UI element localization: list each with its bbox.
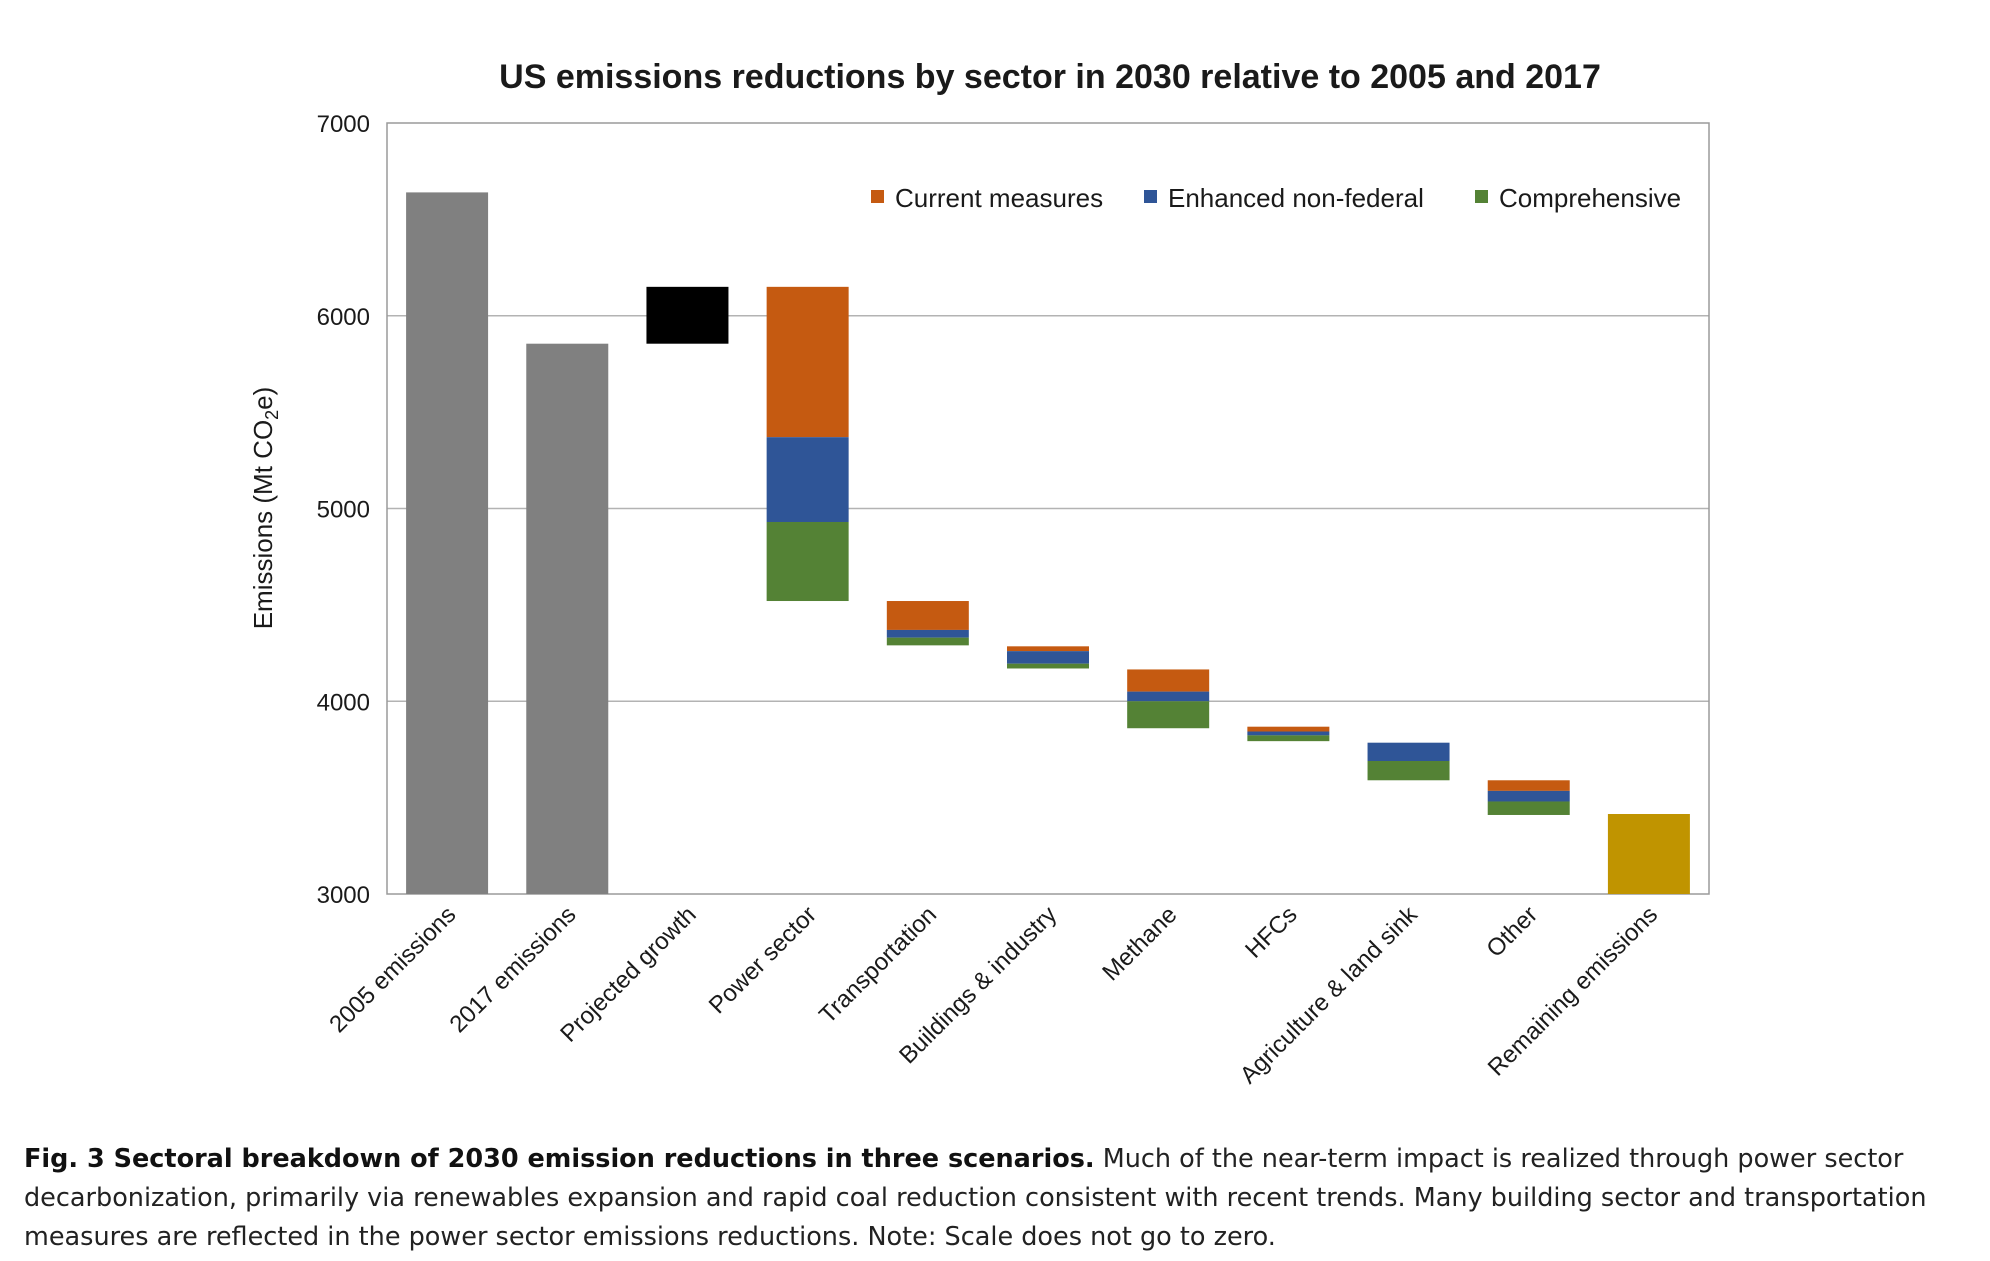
y-tick-label: 3000 [317, 882, 370, 909]
reduction-segment [1127, 701, 1210, 729]
legend-swatch [871, 190, 884, 203]
legend: Current measures Enhanced non-federal Comp… [871, 183, 1681, 213]
y-tick-label: 4000 [317, 689, 370, 716]
x-category-label: 2005 emissions [324, 901, 461, 1038]
x-category-label: HFCs [1240, 901, 1302, 963]
y-tick-label: 7000 [317, 111, 370, 138]
total-bar [526, 343, 609, 895]
y-tick-label: 6000 [317, 304, 370, 331]
legend-swatch [1475, 190, 1488, 203]
total-bar [406, 192, 489, 894]
y-axis-title: Emissions (Mt CO2e) [248, 387, 282, 630]
legend-label: Enhanced non-federal [1168, 183, 1424, 213]
y-tick-label: 5000 [317, 497, 370, 524]
reduction-segment [886, 637, 969, 646]
reduction-segment [1007, 651, 1089, 664]
reduction-segment [1247, 731, 1330, 736]
chart-title: US emissions reductions by sector in 203… [499, 58, 1601, 96]
growth-bar [646, 286, 729, 344]
total-bar [1607, 814, 1690, 894]
x-category-label: Other [1481, 901, 1543, 963]
reduction-segment [1367, 761, 1450, 781]
reduction-segment [766, 437, 849, 522]
x-category-label: Power sector [704, 901, 822, 1019]
reduction-segment [886, 629, 969, 638]
legend-label: Comprehensive [1499, 183, 1681, 213]
chart: US emissions reductions by sector in 203… [248, 58, 1710, 1089]
x-category-label: 2017 emissions [445, 901, 582, 1038]
reduction-segment [886, 601, 969, 630]
x-category-label: Methane [1097, 901, 1182, 986]
y-axis-ticks: 3000 4000 5000 6000 7000 [317, 111, 370, 909]
reduction-segment [1487, 801, 1570, 815]
reduction-segment [1247, 735, 1330, 742]
reduction-segment [766, 521, 849, 602]
legend-label: Current measures [895, 183, 1103, 213]
reduction-segment [1007, 663, 1089, 669]
reduction-segment [1487, 780, 1570, 791]
figure-caption: Fig. 3 Sectoral breakdown of 2030 emissi… [24, 1140, 1954, 1257]
reduction-segment [1487, 790, 1570, 802]
reduction-segment [1367, 742, 1450, 762]
reduction-segment [766, 286, 849, 438]
reduction-segment [1127, 691, 1210, 702]
reduction-segment [1007, 646, 1089, 652]
caption-bold: Fig. 3 Sectoral breakdown of 2030 emissi… [24, 1144, 1095, 1174]
plot-area [386, 122, 1710, 895]
reduction-segment [1247, 726, 1330, 732]
legend-swatch [1144, 190, 1157, 203]
caption-text: Much of the near-term impact is realized… [24, 1144, 1927, 1252]
reduction-segment [1127, 669, 1210, 692]
x-category-label: Transportation [814, 901, 942, 1029]
bars [406, 192, 1690, 895]
